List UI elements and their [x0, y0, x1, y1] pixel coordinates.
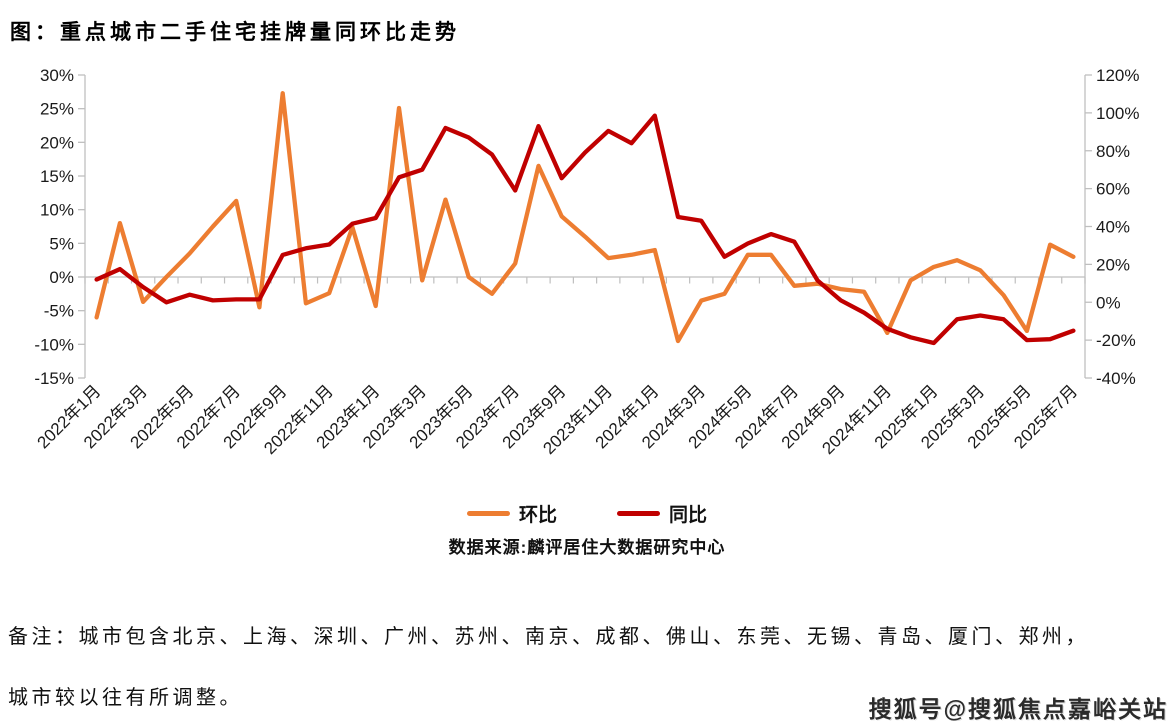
chart-svg: 30% 25% 20% 15% 10% 5% 0% -5% -10% -15% 120% 100% 80…: [34, 66, 1140, 458]
left-axis-label: -15%: [34, 369, 74, 388]
left-axis-label: 20%: [40, 133, 74, 152]
note-line-1: 备注：城市包含北京、上海、深圳、广州、苏州、南京、成都、佛山、东莞、无锡、青岛、…: [8, 626, 1089, 648]
mom-line: [94, 91, 1076, 344]
left-axis-label: -10%: [34, 335, 74, 354]
right-axis-label: -40%: [1096, 369, 1136, 388]
left-axis-label: 10%: [40, 201, 74, 220]
left-axis-label: 30%: [40, 66, 74, 85]
right-axis-label: 60%: [1096, 180, 1130, 199]
chart-title: 图：重点城市二手住宅挂牌量同环比走势: [10, 21, 460, 44]
right-axis-label: 0%: [1096, 293, 1121, 312]
legend-label-mom: 环比: [518, 505, 557, 526]
legend: 环比 同比: [0, 500, 1174, 527]
left-axis-label: 15%: [40, 167, 74, 186]
note-line-2: 城市较以往有所调整。: [8, 687, 243, 709]
mom-line-swatch: [466, 511, 510, 516]
left-axis-label: -5%: [44, 302, 74, 321]
right-axis-label: 80%: [1096, 142, 1130, 161]
legend-item-mom: 环比: [466, 500, 557, 527]
yoy-line: [94, 113, 1076, 346]
watermark: 搜狐号@搜狐焦点嘉峪关站: [868, 696, 1168, 721]
right-axis-label: 40%: [1096, 218, 1130, 237]
left-axis-label: 25%: [40, 100, 74, 119]
right-axis-label: -20%: [1096, 331, 1136, 350]
legend-item-yoy: 同比: [617, 500, 707, 527]
chart-area: 30% 25% 20% 15% 10% 5% 0% -5% -10% -15% 120% 100% 80…: [34, 66, 1140, 458]
right-axis-label: 120%: [1096, 66, 1139, 85]
yoy-line-swatch: [617, 511, 660, 516]
right-axis-label: 100%: [1096, 104, 1139, 123]
right-axis-label: 20%: [1096, 255, 1130, 274]
left-axis-label: 0%: [49, 268, 74, 287]
left-axis-label: 5%: [49, 234, 74, 253]
source-note: 数据来源:麟评居住大数据研究中心: [448, 538, 726, 557]
legend-label-yoy: 同比: [669, 505, 708, 526]
